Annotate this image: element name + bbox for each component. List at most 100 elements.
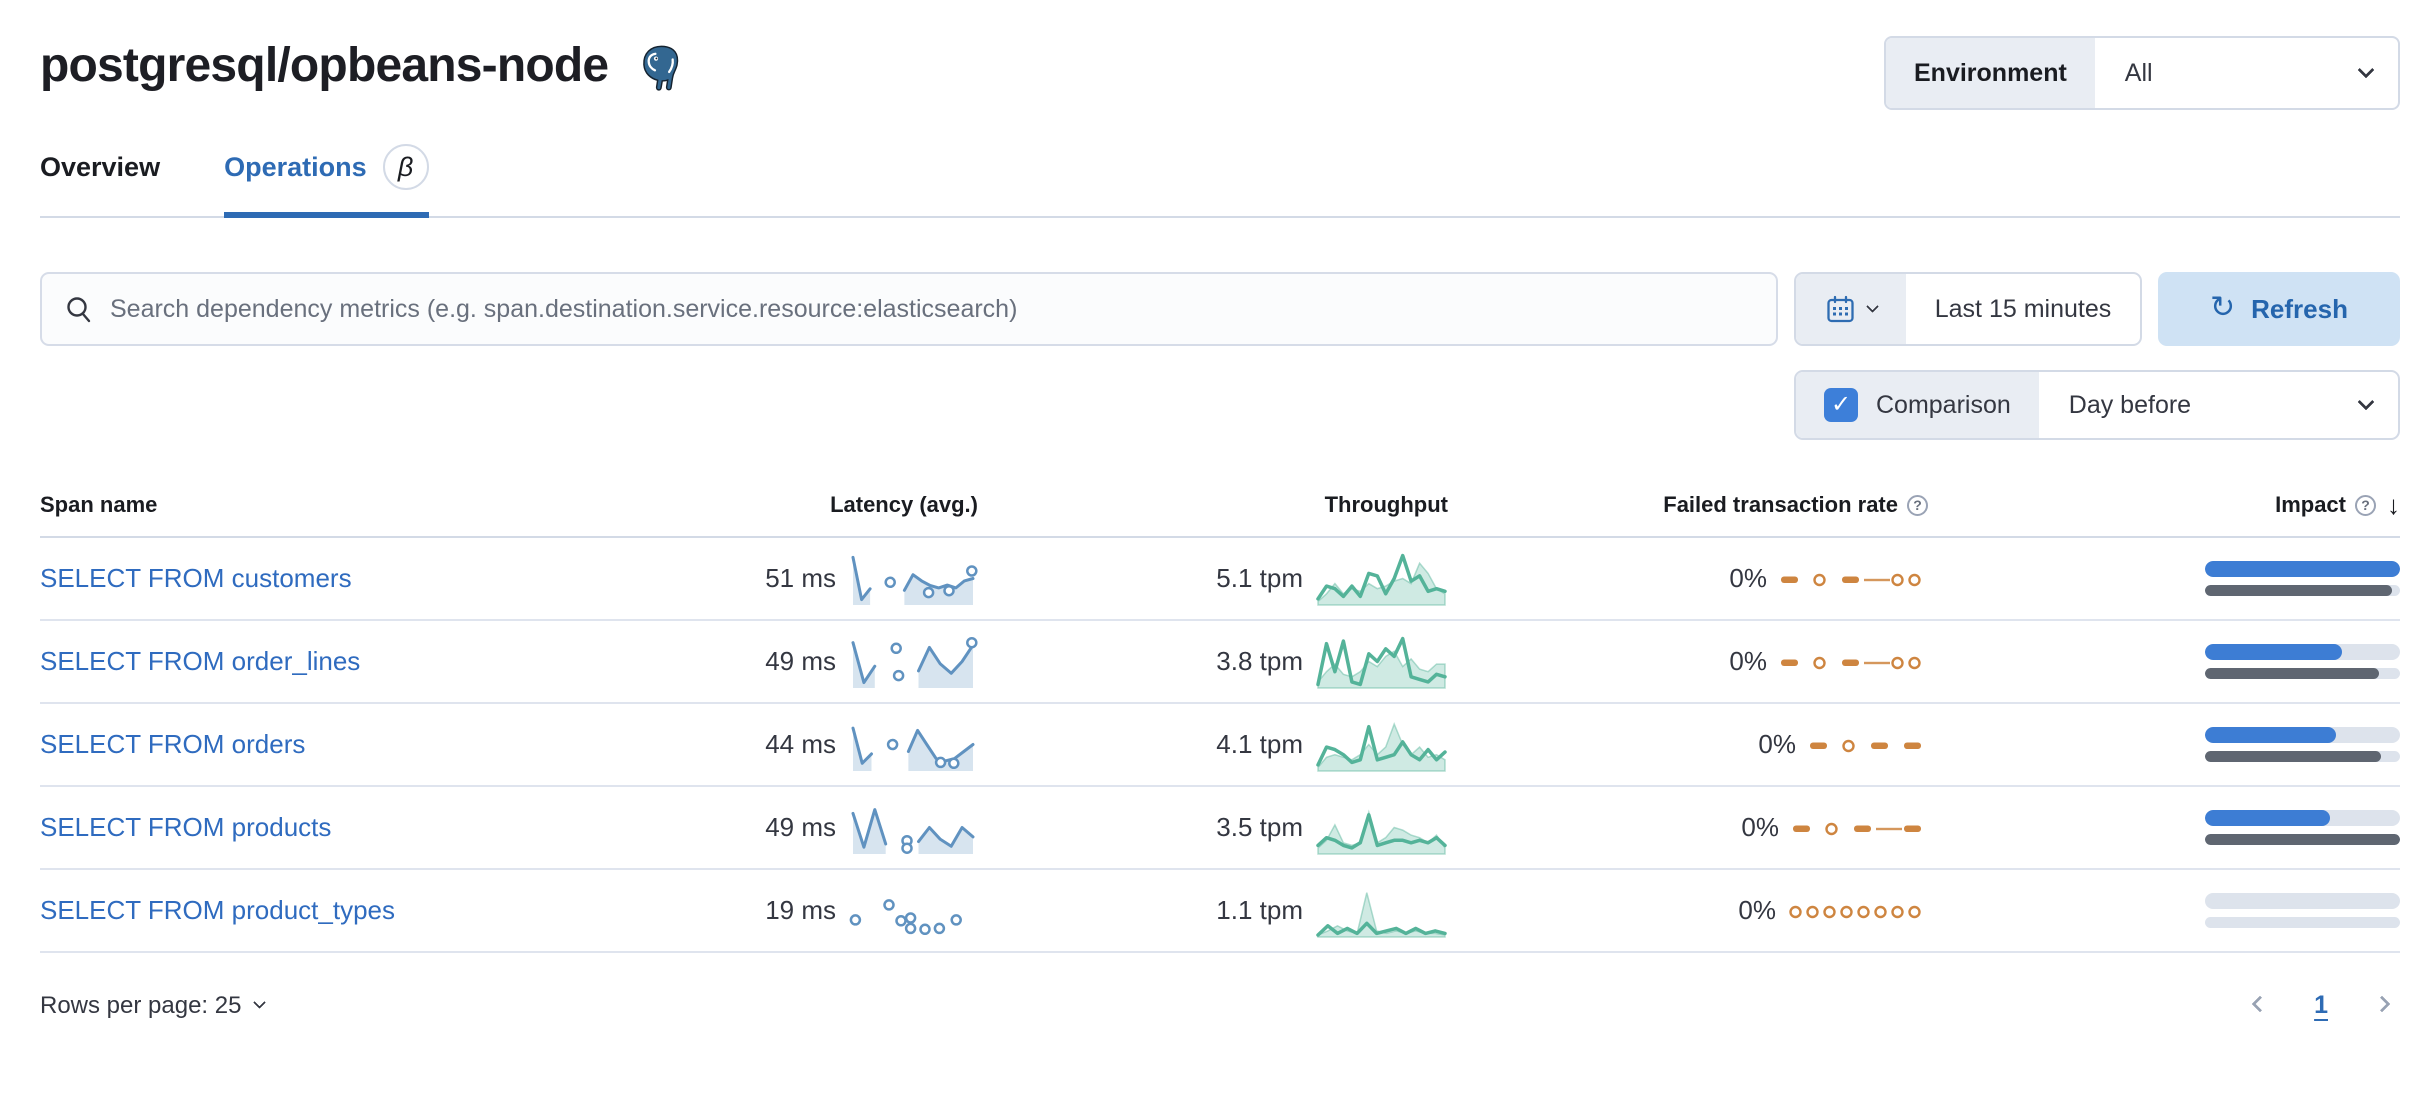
impact-bars [2205,561,2400,596]
comparison-prefix: ✓ Comparison [1796,372,2039,438]
table-row: SELECT FROM customers 51 ms 5.1 tpm 0% [40,538,2400,621]
span-name-link[interactable]: SELECT FROM products [40,812,332,842]
chevron-down-icon [2357,393,2375,411]
header-span-name[interactable]: Span name [40,492,158,517]
failed-rate-sparkline [1793,822,1921,835]
throughput-sparkline [1316,722,1447,772]
span-name-cell: SELECT FROM products [40,812,538,843]
time-range-value[interactable]: Last 15 minutes [1934,294,2112,323]
pagination: 1 [2248,991,2394,1020]
refresh-button[interactable]: ↻ Refresh [2158,272,2400,346]
impact-current-bar [2205,561,2400,577]
date-picker[interactable]: Last 15 minutes [1794,272,2142,346]
latency-value: 19 ms [765,895,836,925]
failed-rate-sparkline [1789,905,1921,918]
table-body: SELECT FROM customers 51 ms 5.1 tpm 0% [40,538,2400,953]
throughput-cell: 3.8 tpm [978,633,1448,690]
header-throughput[interactable]: Throughput [978,492,1448,518]
header-throughput-label: Throughput [1324,492,1448,517]
impact-previous-bar [2205,668,2379,679]
failed-rate-value: 0% [1758,729,1796,759]
failed-rate-sparkline [1810,739,1921,752]
search-input[interactable] [42,274,1776,344]
impact-previous-track [2205,751,2400,762]
impact-cell [1928,644,2400,679]
help-icon[interactable]: ? [1907,494,1928,516]
impact-bars [2205,644,2400,679]
previous-page-button[interactable] [2248,992,2272,1019]
latency-cell: 51 ms [538,550,978,607]
environment-value-wrap[interactable]: All [2095,38,2398,108]
help-icon[interactable]: ? [2355,494,2376,516]
sort-descending-icon[interactable]: ↓ [2387,490,2400,520]
impact-bars [2205,727,2400,762]
search-icon [67,297,91,323]
throughput-value: 1.1 tpm [1216,895,1303,925]
comparison-select[interactable]: Day before [2039,372,2398,438]
tab-overview-label: Overview [40,151,161,182]
environment-select[interactable]: Environment All [1884,36,2400,110]
latency-value: 49 ms [765,812,836,842]
throughput-sparkline [1316,553,1447,606]
throughput-value: 5.1 tpm [1216,563,1303,593]
failed-rate-value: 0% [1729,646,1767,676]
page-number[interactable]: 1 [2314,991,2328,1019]
latency-value: 49 ms [765,646,836,676]
failed-rate-cell: 0% [1448,646,1928,677]
impact-cell [1928,561,2400,596]
latency-sparkline [851,808,975,854]
impact-current-track [2205,727,2400,743]
span-name-cell: SELECT FROM orders [40,729,538,760]
date-picker-quick-menu[interactable] [1796,274,1906,344]
impact-previous-track [2205,834,2400,845]
refresh-icon: ↻ [2210,291,2236,324]
header-impact-label: Impact [2275,492,2346,517]
latency-sparkline [851,726,975,771]
table-footer: Rows per page: 25 1 [40,991,2400,1020]
throughput-sparkline [1316,809,1447,855]
header-impact[interactable]: Impact ? ↓ [1928,492,2400,518]
environment-label: Environment [1886,38,2095,108]
throughput-value: 4.1 tpm [1216,729,1303,759]
throughput-value: 3.8 tpm [1216,646,1303,676]
span-name-cell: SELECT FROM product_types [40,895,538,926]
header-failed-rate-label: Failed transaction rate [1663,492,1898,517]
calendar-icon [1827,295,1854,322]
latency-cell: 49 ms [538,799,978,856]
table-row: SELECT FROM products 49 ms 3.5 tpm 0% [40,787,2400,870]
comparison-checkbox[interactable]: ✓ [1824,388,1858,422]
span-name-link[interactable]: SELECT FROM customers [40,563,352,593]
throughput-sparkline [1316,636,1447,689]
operations-table: Span name Latency (avg.) Throughput Fail… [40,492,2400,953]
next-page-button[interactable] [2370,992,2394,1019]
rows-per-page-label: Rows per page: 25 [40,991,242,1019]
header-failed-rate[interactable]: Failed transaction rate ? [1448,492,1928,518]
header-latency-label: Latency (avg.) [830,492,978,517]
latency-cell: 44 ms [538,716,978,773]
title-wrap: postgresql/opbeans-node [40,36,686,96]
tab-operations-label: Operations [224,151,367,182]
table-row: SELECT FROM orders 44 ms 4.1 tpm 0% [40,704,2400,787]
tab-overview[interactable]: Overview [40,144,160,216]
impact-previous-bar [2205,834,2400,845]
throughput-value: 3.5 tpm [1216,812,1303,842]
controls-row: Last 15 minutes ↻ Refresh [40,272,2400,346]
postgresql-elephant-icon [643,45,679,91]
comparison-row: ✓ Comparison Day before [40,370,2400,440]
latency-cell: 19 ms [538,882,978,939]
table-header: Span name Latency (avg.) Throughput Fail… [40,492,2400,538]
tab-operations[interactable]: Operations β [224,144,429,218]
failed-rate-cell: 0% [1448,812,1928,843]
impact-current-track [2205,810,2400,826]
throughput-sparkline [1316,892,1447,938]
impact-cell [1928,810,2400,845]
failed-rate-sparkline [1781,573,1921,586]
header-latency[interactable]: Latency (avg.) [538,492,978,518]
rows-per-page-button[interactable]: Rows per page: 25 [40,991,267,1020]
search-bar [40,272,1778,346]
span-name-cell: SELECT FROM customers [40,563,538,594]
span-name-link[interactable]: SELECT FROM orders [40,729,306,759]
table-row: SELECT FROM product_types 19 ms 1.1 tpm … [40,870,2400,953]
span-name-link[interactable]: SELECT FROM order_lines [40,646,361,676]
span-name-link[interactable]: SELECT FROM product_types [40,895,395,925]
